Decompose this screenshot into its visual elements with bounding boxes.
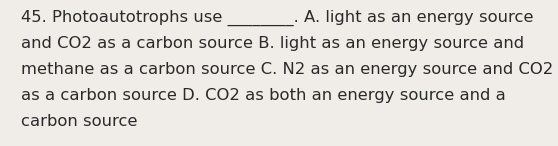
Text: carbon source: carbon source — [21, 114, 138, 129]
Text: methane as a carbon source C. N2 as an energy source and CO2: methane as a carbon source C. N2 as an e… — [21, 62, 554, 77]
Text: as a carbon source D. CO2 as both an energy source and a: as a carbon source D. CO2 as both an ene… — [21, 88, 506, 103]
Text: 45. Photoautotrophs use ________. A. light as an energy source: 45. Photoautotrophs use ________. A. lig… — [21, 10, 533, 26]
Text: and CO2 as a carbon source B. light as an energy source and: and CO2 as a carbon source B. light as a… — [21, 36, 525, 51]
